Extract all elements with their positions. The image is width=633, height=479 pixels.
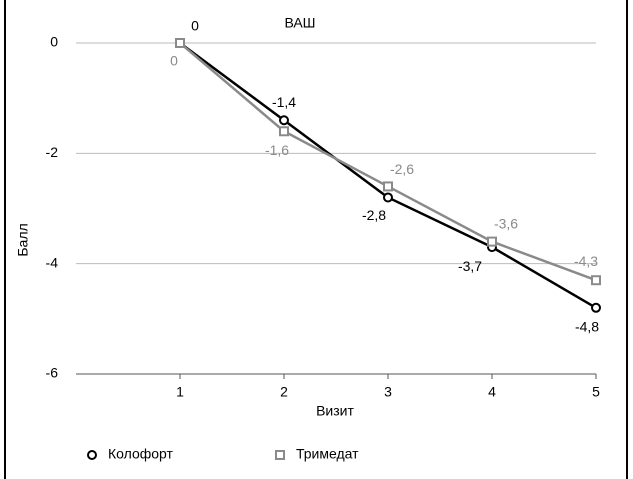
legend-label: Тримедат <box>296 446 359 462</box>
chart-title: ВАШ <box>284 15 315 31</box>
y-tick-label: -6 <box>46 365 59 381</box>
marker <box>279 115 289 126</box>
x-tick-label: 4 <box>488 384 496 400</box>
data-label: -3,7 <box>458 258 482 274</box>
marker <box>591 302 601 313</box>
data-label: -2,8 <box>362 207 386 223</box>
data-label: -1,4 <box>272 94 296 110</box>
data-label: 0 <box>191 18 199 34</box>
marker <box>383 181 393 192</box>
legend-marker <box>87 450 97 460</box>
marker <box>487 236 497 247</box>
y-axis-label: Балл <box>15 223 31 256</box>
x-axis-label: Визит <box>316 403 354 419</box>
marker <box>279 126 289 137</box>
marker <box>383 192 393 203</box>
y-tick-label: -4 <box>46 254 59 270</box>
data-label: -4,8 <box>575 319 599 335</box>
x-tick-label: 5 <box>592 384 600 400</box>
legend-marker <box>275 450 285 460</box>
data-label: -3,6 <box>494 215 518 231</box>
data-label: -1,6 <box>265 142 289 158</box>
x-tick-label: 1 <box>176 384 184 400</box>
data-label: 0 <box>170 53 178 69</box>
y-tick-label: -2 <box>46 144 59 160</box>
data-label: -4,3 <box>574 253 598 269</box>
data-label: -2,6 <box>390 161 414 177</box>
x-tick-label: 2 <box>280 384 288 400</box>
frame <box>4 0 628 479</box>
legend-label: Колофорт <box>108 446 174 462</box>
marker <box>175 38 185 48</box>
y-tick-label: 0 <box>50 34 58 50</box>
marker <box>591 275 601 286</box>
x-tick-label: 3 <box>384 384 392 400</box>
